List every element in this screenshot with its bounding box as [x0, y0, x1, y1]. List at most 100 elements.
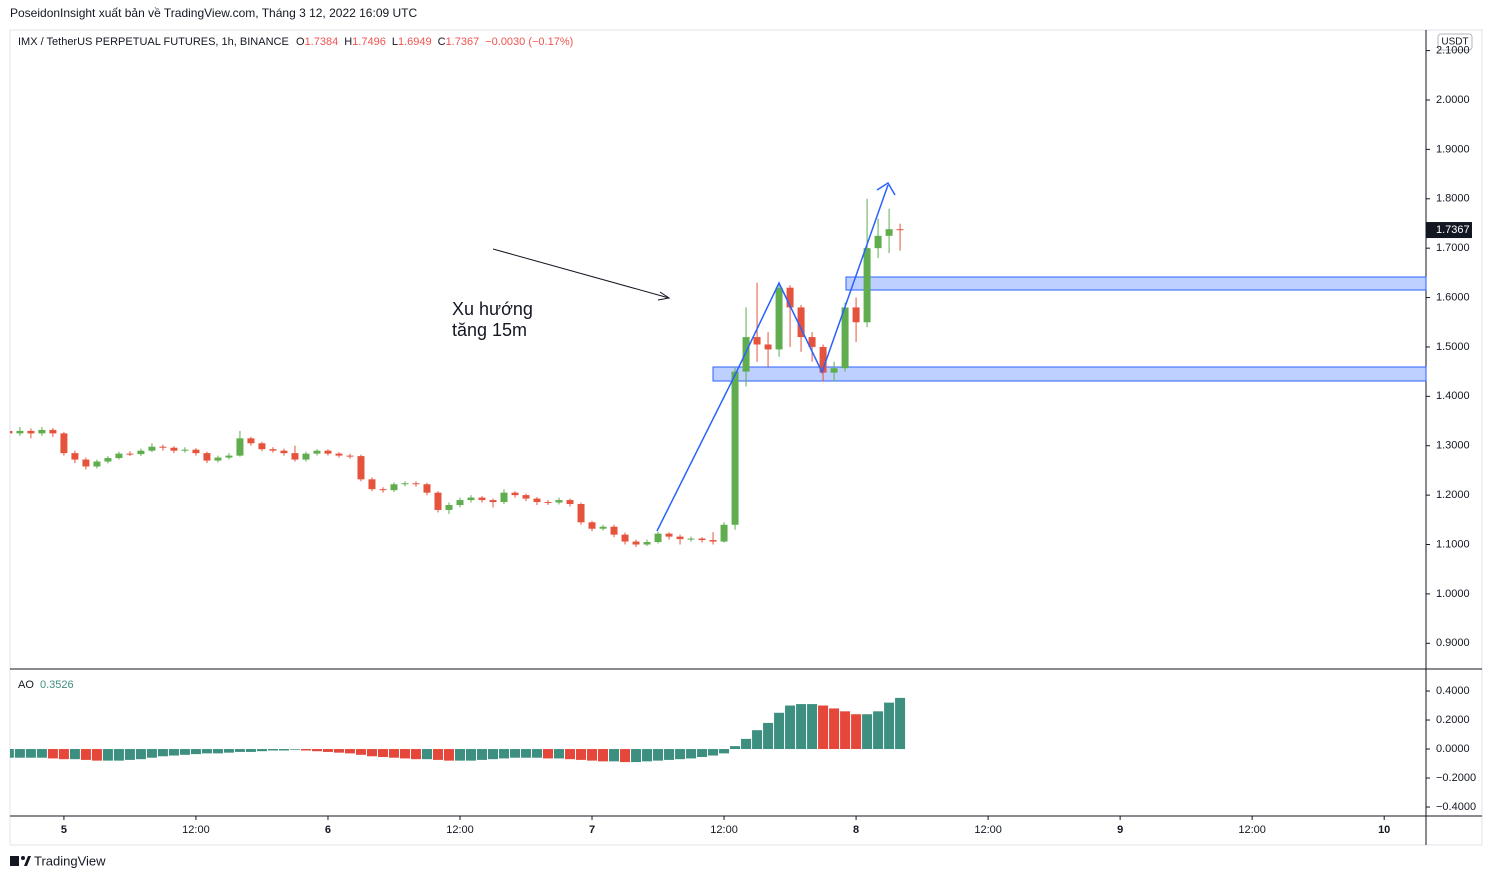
ao-bar	[664, 749, 675, 760]
ao-bar	[642, 749, 653, 762]
currency: USDT	[1441, 37, 1468, 48]
ohlc-value: 1.7496	[352, 36, 386, 48]
ao-bar	[752, 730, 763, 750]
arrow-head	[657, 291, 671, 301]
ao-bar	[10, 749, 14, 758]
ao-bar	[609, 749, 620, 762]
ao-bar	[465, 749, 476, 761]
candle-body	[82, 459, 90, 467]
candle-body	[874, 235, 882, 249]
annotation: Xu hướng	[452, 299, 533, 319]
candle-body	[731, 371, 739, 525]
candle-body	[676, 536, 684, 540]
ao-bar	[675, 749, 686, 760]
ao-bar	[631, 749, 642, 763]
symbol: IMX / TetherUS PERPETUAL FUTURES, 1h, BI…	[18, 36, 289, 48]
ao-bar	[146, 749, 157, 758]
ao-bar	[774, 712, 785, 750]
candle-body	[511, 492, 519, 496]
x-tick-label: 12:00	[1238, 824, 1266, 836]
candle-body	[335, 453, 343, 456]
ao-bar	[289, 749, 300, 750]
ao-bar	[333, 749, 344, 753]
y-tick-label: 0.2000	[1436, 714, 1470, 726]
candle-body	[38, 429, 46, 434]
price-label: 1.7367	[1436, 224, 1470, 236]
y-tick-label: 1.2000	[1436, 489, 1470, 501]
candle-body	[346, 455, 354, 457]
x-tick-label: 5	[61, 824, 67, 836]
ohlc-prefix: C	[438, 36, 446, 48]
candle-body	[280, 450, 288, 454]
candle-body	[841, 307, 849, 369]
ao-value: 0.3526	[40, 679, 74, 691]
candle-body	[654, 533, 662, 543]
candle-body	[885, 229, 893, 236]
y-tick-label: 0.4000	[1436, 685, 1470, 697]
candle-body	[27, 430, 35, 434]
candle-body	[863, 248, 871, 323]
ao-bar	[388, 749, 399, 758]
candle-body	[753, 337, 761, 345]
candles	[10, 198, 906, 763]
candle-body	[247, 438, 255, 444]
ao-bar	[410, 749, 421, 760]
candle-body	[71, 453, 79, 460]
y-tick-label: 1.8000	[1436, 193, 1470, 205]
ao-bar	[598, 749, 609, 762]
candle-body	[225, 455, 233, 458]
candle-body	[478, 497, 486, 501]
ao-bar	[796, 704, 807, 750]
ohlc-value: 1.6949	[398, 36, 432, 48]
ao-bar	[14, 749, 25, 758]
ao-bar	[377, 749, 388, 757]
ao-bar	[113, 749, 124, 761]
ao-bar	[840, 711, 851, 750]
arrow-line	[492, 248, 670, 299]
candle-body	[852, 307, 860, 323]
candle-body	[610, 526, 618, 535]
ao-bar	[234, 749, 245, 752]
ao-bar	[785, 705, 796, 750]
ao-bar	[576, 749, 587, 760]
candle-body	[269, 449, 277, 451]
ao-bar	[25, 749, 36, 758]
candle-body	[533, 498, 541, 503]
x-tick-label: 9	[1117, 824, 1123, 836]
ao-bar	[399, 749, 410, 759]
frame	[9, 29, 1483, 846]
candle-body	[566, 500, 574, 505]
ao-bar	[179, 749, 190, 755]
ao-bar	[36, 749, 47, 758]
ohlc-value: 1.7367	[446, 36, 480, 48]
ao-bar	[80, 749, 91, 760]
candle-body	[357, 456, 365, 480]
y-tick-label: 1.7000	[1436, 242, 1470, 254]
x-tick-label: 12:00	[446, 824, 474, 836]
candle-body	[401, 483, 409, 485]
ao-bar	[344, 749, 355, 754]
candle-body	[423, 484, 431, 493]
ao-bar	[443, 749, 454, 761]
candle-body	[258, 443, 266, 450]
y-tick-label: 2.0000	[1436, 94, 1470, 106]
ao-bar	[168, 749, 179, 756]
zone	[845, 276, 1427, 291]
x-tick-label: 10	[1378, 824, 1390, 836]
candle-body	[412, 483, 420, 485]
ao-bar	[91, 749, 102, 761]
ao-bar	[807, 704, 818, 750]
ao-bar	[278, 749, 289, 751]
candle-body	[522, 495, 530, 499]
y-tick-label: 1.1000	[1436, 538, 1470, 550]
y-tick-label: 1.5000	[1436, 341, 1470, 353]
ao-bar	[532, 749, 543, 758]
ao-bar	[421, 749, 432, 760]
x-tick-label: 7	[589, 824, 595, 836]
candle-body	[115, 453, 123, 459]
x-tick-label: 6	[325, 824, 331, 836]
ao-bar	[510, 749, 521, 758]
y-tick-label: 0.0000	[1436, 743, 1470, 755]
ao-bar	[432, 749, 443, 760]
y-tick-label: 1.6000	[1436, 291, 1470, 303]
